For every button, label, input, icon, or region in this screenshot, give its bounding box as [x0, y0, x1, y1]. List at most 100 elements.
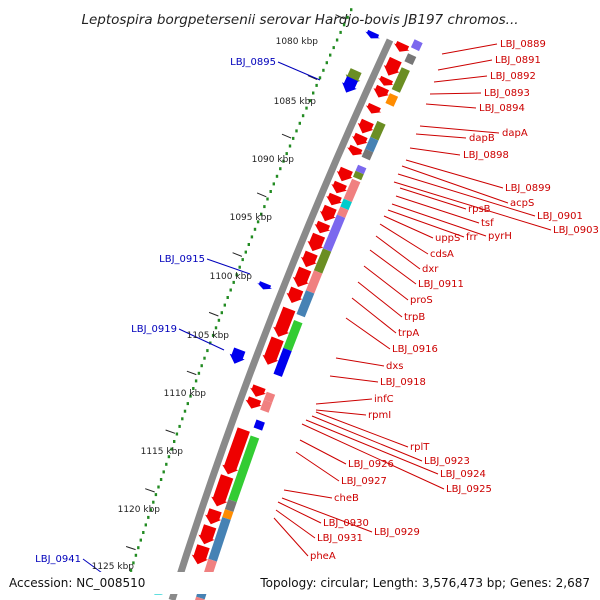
reverse-gene-arrow[interactable] [383, 56, 402, 76]
reverse-gene-arrow[interactable] [320, 204, 337, 222]
gene-label[interactable]: frr [466, 232, 478, 243]
gene-label[interactable]: LBJ_0892 [490, 71, 536, 82]
cog-band-block[interactable] [193, 596, 205, 600]
reverse-gene-arrow[interactable] [301, 250, 318, 268]
gene-label[interactable]: LBJ_0891 [495, 55, 541, 66]
forward-gene-arrow[interactable] [365, 29, 380, 39]
reverse-gene-arrow[interactable] [292, 266, 312, 287]
gene-label[interactable]: LBJ_0893 [484, 88, 530, 99]
gene-label[interactable]: LBJ_0895 [230, 57, 276, 68]
reverse-gene-arrow[interactable] [331, 180, 347, 194]
gene-label[interactable]: rpmI [368, 410, 391, 421]
reverse-gene-arrow[interactable] [326, 192, 342, 206]
cog-band-block[interactable] [410, 39, 423, 52]
reverse-gene-arrow[interactable] [336, 166, 353, 182]
cog-band-block[interactable] [385, 93, 399, 107]
gene-label[interactable]: LBJ_0929 [374, 527, 420, 538]
reverse-gene-arrow[interactable] [262, 336, 284, 365]
reverse-gene-arrow[interactable] [273, 306, 296, 337]
cog-band-block[interactable] [343, 178, 361, 203]
cog-band-block[interactable] [260, 399, 273, 413]
gene-label[interactable]: LBJ_0916 [392, 344, 438, 355]
gene-label[interactable]: dapB [469, 133, 495, 144]
gene-label[interactable]: LBJ_0941 [35, 554, 81, 565]
gene-label[interactable]: LBJ_0911 [418, 279, 464, 290]
cog-band-block[interactable] [228, 435, 260, 503]
cog-band-block[interactable] [336, 206, 349, 218]
gene-label[interactable]: LBJ_0898 [463, 150, 509, 161]
cog-band-block[interactable] [353, 170, 364, 181]
reverse-gene-arrow[interactable] [365, 102, 382, 114]
gene-label[interactable]: dapA [502, 128, 528, 139]
gene-label[interactable]: dxr [422, 264, 439, 275]
cog-band-block[interactable] [365, 136, 379, 153]
gene-label[interactable]: pyrH [488, 231, 512, 242]
reverse-gene-arrow[interactable] [191, 544, 210, 565]
forward-gene-arrow[interactable] [342, 76, 358, 93]
gene-label[interactable]: tsf [481, 218, 494, 229]
reverse-gene-arrow[interactable] [198, 524, 217, 545]
reverse-gene-arrow[interactable] [211, 474, 234, 507]
gene-label[interactable]: rplT [410, 442, 430, 453]
reverse-gene-arrow[interactable] [394, 41, 410, 52]
forward-gene-arrow[interactable] [229, 347, 246, 364]
gene-label[interactable]: trpA [398, 328, 419, 339]
reverse-gene-arrow[interactable] [314, 220, 331, 234]
gene-label[interactable]: rpsB [468, 204, 491, 215]
gene-label[interactable]: LBJ_0919 [131, 324, 177, 335]
gene-label[interactable]: LBJ_0924 [440, 469, 486, 480]
gene-label[interactable]: infC [374, 394, 394, 405]
gene-label[interactable]: LBJ_0918 [380, 377, 426, 388]
cog-band-block[interactable] [208, 517, 231, 562]
cog-band-block[interactable] [361, 148, 374, 161]
reverse-gene-arrow[interactable] [222, 427, 250, 475]
cog-band-block[interactable] [391, 67, 410, 93]
cog-band-block[interactable] [296, 290, 315, 318]
reverse-gene-arrow[interactable] [352, 132, 368, 146]
cog-band-block[interactable] [313, 248, 332, 274]
gene-label[interactable]: LBJ_0931 [317, 533, 363, 544]
cog-band-block[interactable] [305, 270, 323, 294]
forward-gene-arrow[interactable] [257, 281, 273, 290]
gene-label[interactable]: proS [410, 295, 433, 306]
cog-band-block[interactable] [355, 164, 367, 175]
cog-band-block[interactable] [273, 347, 292, 377]
gene-label[interactable]: trpB [404, 312, 425, 323]
gene-label[interactable]: LBJ_0923 [424, 456, 470, 467]
gene-label[interactable]: LBJ_0901 [537, 211, 583, 222]
reverse-gene-arrow[interactable] [250, 384, 266, 397]
gene-label[interactable]: pheA [310, 551, 336, 562]
gene-label[interactable]: LBJ_0894 [479, 103, 525, 114]
cog-band-block[interactable] [340, 198, 352, 211]
reverse-gene-arrow[interactable] [205, 508, 222, 525]
gene-label[interactable]: LBJ_0903 [553, 225, 599, 236]
cog-band-block[interactable] [263, 391, 276, 403]
reverse-gene-arrow[interactable] [307, 232, 326, 252]
gene-label[interactable]: uppS [435, 233, 460, 244]
gene-label[interactable]: LBJ_0930 [323, 518, 369, 529]
reverse-gene-arrow[interactable] [378, 75, 394, 86]
reverse-gene-arrow[interactable] [347, 144, 363, 156]
gene-label[interactable]: acpS [510, 198, 534, 209]
cog-band-block[interactable] [224, 499, 237, 512]
reverse-gene-arrow[interactable] [373, 84, 390, 98]
cog-band-block[interactable] [322, 214, 346, 252]
gene-label[interactable]: LBJ_0889 [500, 39, 546, 50]
cog-band-block[interactable] [283, 320, 303, 352]
gene-label[interactable]: LBJ_0899 [505, 183, 551, 194]
gene-label[interactable]: LBJ_0915 [159, 254, 205, 265]
gene-label[interactable]: cdsA [430, 249, 454, 260]
gene-label[interactable]: LBJ_0927 [341, 476, 387, 487]
gene-label[interactable]: LBJ_0926 [348, 459, 394, 470]
reverse-gene-arrow[interactable] [286, 286, 304, 303]
gene-label[interactable]: LBJ_0925 [446, 484, 492, 495]
cog-band-block[interactable] [222, 509, 234, 520]
gene-label[interactable]: dxs [386, 361, 403, 372]
cog-band-block[interactable] [404, 53, 417, 65]
reverse-gene-arrow[interactable] [245, 396, 262, 409]
reverse-gene-arrow[interactable] [357, 118, 374, 134]
gene-label[interactable]: cheB [334, 493, 359, 504]
cog-band-block[interactable] [370, 120, 386, 141]
gc-dot [181, 417, 184, 421]
cog-band-block[interactable] [253, 419, 265, 431]
